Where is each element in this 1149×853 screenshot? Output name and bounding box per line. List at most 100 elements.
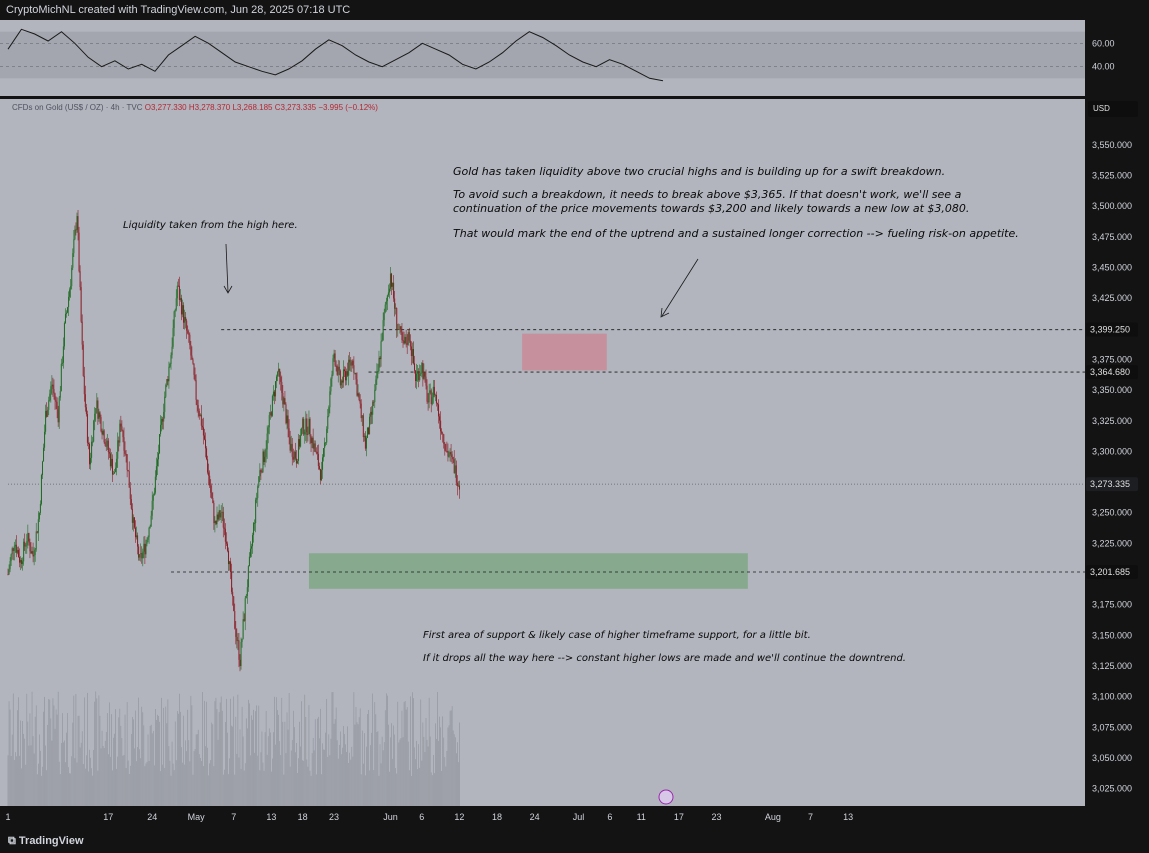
candle-body [399, 326, 401, 330]
candle-body [439, 416, 441, 421]
candle-body [252, 535, 254, 547]
candle-body [435, 394, 437, 404]
candle-body [387, 292, 389, 296]
candle-body [334, 353, 336, 366]
candle-body [273, 391, 275, 397]
price-tick-label: 3,075.000 [1092, 722, 1132, 732]
candle-body [266, 433, 268, 450]
candle-body [340, 380, 342, 386]
candle-body [434, 394, 436, 396]
ohlc-legend: CFDs on Gold (US$ / OZ) · 4h · TVC O3,27… [12, 103, 378, 112]
candle-body [376, 371, 378, 380]
candle-body [152, 495, 154, 501]
candle-body [157, 453, 159, 460]
candle-body [191, 355, 193, 360]
candle-body [258, 476, 260, 487]
time-tick-label: 7 [231, 812, 236, 822]
time-tick-label: 1 [5, 812, 10, 822]
candle-body [350, 362, 352, 366]
candle-body [301, 428, 303, 436]
candle-body [418, 371, 420, 381]
candle-body [406, 343, 408, 345]
price-level-tag [1086, 322, 1138, 337]
candle-body [46, 410, 48, 417]
candle-body [118, 440, 120, 443]
candle-body [404, 336, 406, 344]
candle-body [27, 533, 29, 542]
currency-button[interactable]: USD [1088, 101, 1138, 117]
candle-body [316, 451, 318, 454]
annotation-support-line-1: First area of support & likely case of h… [423, 630, 811, 641]
candle-body [415, 370, 417, 381]
candle-body [172, 328, 174, 347]
candle-body [39, 503, 41, 513]
candle-body [263, 451, 265, 463]
candle-body [211, 492, 213, 499]
chart-background [0, 20, 1085, 828]
candle-body [10, 554, 12, 562]
candle-body [201, 425, 203, 428]
price-tick-label: 3,375.000 [1092, 354, 1132, 364]
candle-body [277, 371, 279, 377]
time-tick-label: 17 [674, 812, 684, 822]
annotation-top-line-3: continuation of the price movements towa… [453, 202, 970, 215]
candle-body [171, 346, 173, 356]
open-value: O3,277.330 [144, 103, 187, 112]
candle-body [192, 359, 194, 364]
candle-body [50, 386, 52, 394]
candle-body [208, 472, 210, 476]
symbol-label[interactable]: CFDs on Gold (US$ / OZ) · 4h · TVC [12, 103, 143, 112]
candle-body [166, 379, 168, 386]
candle-body [429, 390, 431, 393]
candle-body [245, 595, 247, 599]
candle-body [161, 418, 163, 425]
breakdown-arrow-head [660, 307, 670, 318]
candle-body [206, 448, 208, 460]
candle-body [18, 556, 20, 563]
candle-body [117, 440, 119, 459]
candle-body [70, 286, 72, 290]
candle-body [374, 389, 376, 403]
candle-body [295, 458, 297, 464]
candle-body [346, 371, 348, 381]
candle-body [124, 450, 126, 454]
candle-body [375, 379, 377, 390]
candle-body [79, 271, 81, 288]
candle-body [52, 384, 54, 390]
candle-body [147, 537, 149, 540]
candle-body [241, 638, 243, 643]
candle-body [423, 372, 425, 379]
time-tick-label: 13 [843, 812, 853, 822]
candle-body [379, 357, 381, 360]
candle-body [260, 470, 262, 472]
candle-body [354, 373, 356, 374]
candle-body [92, 441, 94, 443]
candle-body [327, 416, 329, 429]
candle-body [310, 436, 312, 444]
candle-body [329, 391, 331, 408]
tradingview-logo[interactable]: ⧉ TradingView [8, 835, 84, 848]
high-value: H3,278.370 [188, 103, 231, 112]
candle-body [380, 341, 382, 360]
candle-body [318, 466, 320, 470]
candle-body [141, 553, 143, 559]
annotation-top-line-4: That would mark the end of the uptrend a… [453, 227, 1019, 240]
candle-body [233, 596, 235, 612]
candle-body [359, 399, 361, 404]
candle-body [187, 330, 189, 334]
liquidity-arrow [225, 243, 229, 293]
candle-body [11, 548, 13, 555]
candle-body [371, 411, 373, 415]
candle-body [448, 455, 450, 457]
candle-body [283, 398, 285, 405]
candle-body [105, 445, 107, 447]
annotation-top-line-2: To avoid such a breakdown, it needs to b… [453, 188, 962, 201]
candle-body [145, 543, 147, 555]
time-tick-label: Aug [765, 812, 781, 822]
candle-body [36, 531, 38, 533]
candle-body [177, 285, 179, 287]
candle-body [345, 371, 347, 381]
candle-body [445, 450, 447, 452]
candle-body [401, 332, 403, 341]
